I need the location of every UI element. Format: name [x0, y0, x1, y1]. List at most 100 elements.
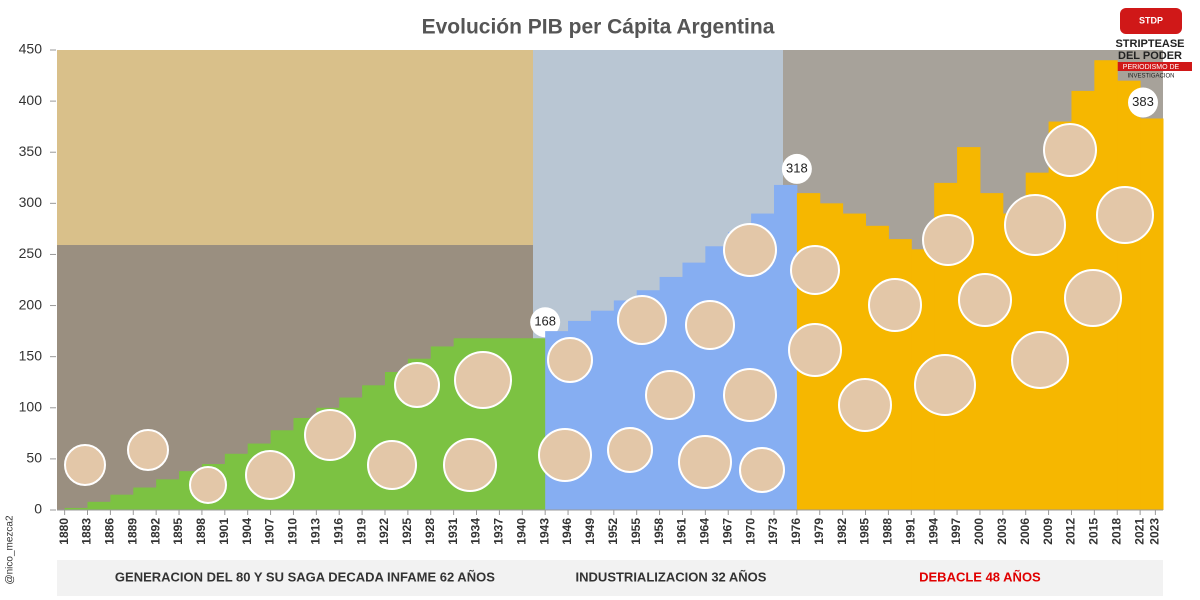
x-tick-label: 2000 — [972, 518, 986, 545]
x-tick-label: 1928 — [423, 518, 437, 545]
logo: STDP STRIPTEASE DEL PODER PERIODISMO DE … — [1110, 8, 1192, 80]
series-caption: INDUSTRIALIZACION 32 AÑOS — [576, 569, 767, 584]
x-tick-label: 2006 — [1018, 518, 1032, 545]
watermark: @nico_mezca2 — [5, 515, 16, 585]
portrait — [723, 368, 777, 422]
x-tick-label: 1886 — [103, 518, 117, 545]
portrait — [645, 370, 695, 420]
x-tick-label: 1937 — [492, 518, 506, 545]
x-tick-label: 1904 — [240, 518, 254, 545]
portrait — [1064, 269, 1122, 327]
logo-text: STRIPTEASE — [1115, 38, 1184, 50]
y-tick-label: 450 — [19, 41, 43, 57]
portrait — [538, 428, 592, 482]
x-tick-label: 1985 — [858, 518, 872, 545]
step-bar — [87, 501, 111, 510]
logo-badge — [1120, 8, 1182, 34]
y-tick-label: 100 — [19, 398, 43, 414]
x-tick-label: 1949 — [583, 518, 597, 545]
step-bar — [224, 453, 249, 510]
x-tick-label: 2003 — [995, 518, 1009, 545]
x-tick-label: 1913 — [309, 518, 323, 545]
x-tick-label: 1964 — [698, 518, 712, 545]
x-tick-label: 1943 — [537, 518, 551, 545]
logo-badge-text: STDP — [1139, 15, 1163, 25]
step-bar — [1048, 121, 1072, 511]
portrait — [1043, 123, 1097, 177]
portraits — [64, 123, 1154, 504]
portrait — [914, 354, 976, 416]
x-tick-label: 1931 — [446, 518, 460, 545]
step-bar — [110, 494, 134, 510]
portrait — [790, 245, 840, 295]
x-tick-label: 1901 — [217, 518, 231, 545]
y-tick-label: 350 — [19, 143, 43, 159]
portrait — [547, 337, 593, 383]
value-label: 383 — [1132, 94, 1154, 109]
logo-text: PERIODISMO DE — [1123, 64, 1180, 71]
step-bar — [751, 213, 775, 511]
portrait — [868, 278, 922, 332]
step-bar — [590, 310, 615, 510]
logo-text: INVESTIGACION — [1127, 74, 1174, 80]
portrait — [617, 295, 667, 345]
value-label-bg — [530, 307, 561, 338]
x-tick-label: 1991 — [903, 518, 917, 545]
x-tick-label: 1898 — [194, 518, 208, 545]
portrait — [304, 409, 356, 461]
value-label: 318 — [786, 160, 808, 175]
x-tick-label: 2012 — [1064, 518, 1078, 545]
chart-title: Evolución PIB per Cápita Argentina — [422, 16, 775, 39]
x-tick-label: 1967 — [720, 518, 734, 545]
x-tick-label: 1982 — [835, 518, 849, 545]
portrait — [1096, 186, 1154, 244]
portrait — [922, 214, 974, 266]
y-tick-label: 250 — [19, 245, 43, 261]
x-tick-label: 1889 — [125, 518, 139, 545]
x-tick-label: 1952 — [606, 518, 620, 545]
portrait — [678, 435, 732, 489]
x-tick-label: 2015 — [1087, 518, 1101, 545]
x-tick-label: 1910 — [286, 518, 300, 545]
portrait — [1004, 194, 1066, 256]
step-bar — [156, 479, 180, 510]
portrait — [838, 378, 892, 432]
x-tick-label: 2023 — [1148, 518, 1162, 545]
portrait — [788, 323, 842, 377]
y-tick-label: 200 — [19, 296, 43, 312]
x-tick-label: 1925 — [400, 518, 414, 545]
logo-text: DEL PODER — [1118, 50, 1182, 62]
portrait — [64, 444, 106, 486]
x-tick-label: 1940 — [514, 518, 528, 545]
y-tick-label: 300 — [19, 194, 43, 210]
portrait — [723, 223, 777, 277]
x-tick-label: 1988 — [881, 518, 895, 545]
y-tick-label: 0 — [34, 501, 42, 517]
step-bar — [64, 507, 89, 510]
portrait — [607, 427, 653, 473]
portrait — [454, 351, 512, 409]
series-caption: DEBACLE 48 AÑOS — [919, 569, 1041, 584]
x-tick-label: 1955 — [629, 518, 643, 545]
portrait — [394, 362, 440, 408]
x-tick-label: 2018 — [1109, 518, 1123, 545]
step-bar — [979, 193, 1004, 510]
portrait — [443, 438, 497, 492]
portrait — [367, 440, 417, 490]
x-tick-label: 1997 — [949, 518, 963, 545]
portrait — [739, 447, 785, 493]
step-bar — [865, 225, 889, 511]
x-tick-label: 1958 — [652, 518, 666, 545]
grain-photo — [57, 50, 533, 245]
step-bar — [957, 147, 981, 510]
portrait — [245, 450, 295, 500]
value-label: 168 — [534, 314, 556, 329]
y-tick-label: 400 — [19, 92, 43, 108]
portrait — [189, 466, 227, 504]
x-tick-label: 1895 — [171, 518, 185, 545]
step-bar — [133, 487, 157, 510]
y-tick-label: 150 — [19, 347, 43, 363]
step-bar — [842, 213, 867, 511]
x-tick-label: 1973 — [766, 518, 780, 545]
